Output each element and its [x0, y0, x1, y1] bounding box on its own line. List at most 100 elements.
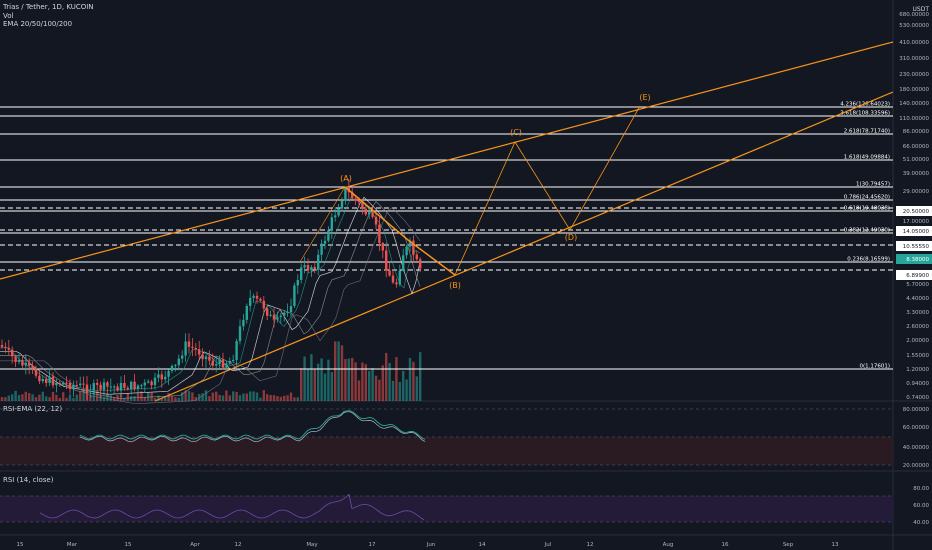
candle-body [198, 349, 201, 355]
volume-bar [198, 393, 201, 401]
volume-bar [92, 390, 95, 401]
fib-label: 4.236(126.64023) [840, 102, 890, 108]
volume-bar [187, 390, 191, 401]
volume-bar [320, 358, 323, 401]
price-tag-label: 6.89900 [906, 273, 929, 279]
volume-bar [41, 391, 44, 401]
candle-body [242, 319, 245, 327]
volume-bar [191, 392, 194, 401]
volume-bar [225, 390, 228, 401]
candle-body [232, 359, 235, 361]
candle-body [38, 375, 41, 382]
candle-body [313, 267, 316, 270]
candle-body [405, 246, 408, 256]
price-tick-label: 29.00000 [903, 189, 930, 195]
volume-bar [381, 365, 384, 401]
volume-bar [0, 397, 4, 401]
volume-bar [327, 359, 330, 401]
volume-bar [340, 345, 344, 401]
candle-body [174, 365, 177, 367]
volume-bar [17, 395, 21, 401]
volume-bar [266, 394, 269, 401]
candle-body [164, 376, 167, 380]
price-tick-label: 0.94000 [906, 381, 929, 387]
volume-bar [174, 397, 177, 401]
candle-body [72, 385, 75, 389]
fibonacci-levels: 4.236(126.64023) 3.618(108.33596) 2.618(78… [0, 102, 893, 370]
rsi-ema-panel-label[interactable]: RSI-EMA (22, 12) [3, 405, 63, 413]
volume-bar [136, 392, 140, 401]
price-tag-label: 20.50000 [903, 209, 930, 215]
volume-bar [113, 397, 116, 401]
time-tick-label: 15 [17, 542, 24, 548]
volume-bar [398, 381, 401, 401]
trend-channel [0, 41, 894, 402]
volume-bar [238, 395, 242, 401]
volume-bar [323, 373, 327, 401]
candle-body [293, 285, 296, 306]
candle-body [181, 355, 184, 359]
fib-label: 3.618(108.33596) [840, 111, 890, 117]
wave-label: (E) [639, 93, 650, 102]
candles [0, 179, 422, 401]
candle-body [194, 348, 197, 350]
volume-bar [147, 392, 150, 401]
candle-body [150, 381, 153, 386]
candle-body [106, 382, 109, 387]
candle-body [89, 390, 92, 393]
candle-body [245, 305, 248, 320]
candle-body [96, 383, 99, 385]
volume-bar [242, 393, 245, 401]
volume-bar [58, 397, 61, 401]
volume-bar [351, 357, 354, 401]
volume-bar [126, 393, 129, 401]
volume-bar [357, 380, 361, 401]
candle-body [109, 386, 112, 388]
symbol-title[interactable]: Trias / Tether, 1D, KUCOIN [3, 3, 94, 11]
wave-a-leg [299, 186, 346, 263]
volume-bar [82, 390, 85, 401]
candle-body [65, 382, 68, 384]
rsi-panel-label[interactable]: RSI (14, close) [3, 476, 54, 484]
rsi-ema-tick: 40.00000 [903, 445, 930, 451]
price-tag [896, 254, 932, 264]
candle-body [58, 383, 61, 385]
candle-body [289, 305, 293, 313]
rsi-band [0, 496, 893, 522]
price-tag [896, 270, 932, 280]
volume-bar [306, 368, 310, 401]
rsi-line [39, 493, 425, 521]
candle-body [143, 382, 146, 386]
volume-bar [160, 397, 163, 401]
candle-body [177, 358, 180, 366]
volume-legend[interactable]: Vol [3, 11, 14, 20]
price-tick-label: 66.00000 [903, 144, 930, 150]
volume-bar [395, 357, 398, 401]
volume-bar [31, 394, 34, 401]
volume-bars [0, 341, 422, 401]
candle-body [92, 383, 95, 391]
candle-body [354, 198, 357, 201]
candle-body [140, 385, 143, 387]
volume-bar [201, 393, 204, 401]
rsi-ema-tick: 80.00000 [903, 407, 930, 413]
volume-bar [286, 395, 289, 401]
volume-bar [75, 394, 78, 401]
candle-body [85, 384, 89, 393]
price-tag-label: 8.38000 [906, 257, 929, 263]
time-tick-label: Jul [544, 542, 552, 548]
volume-bar [276, 396, 279, 401]
volume-bar [79, 391, 82, 401]
price-tick-label: 51.00000 [903, 157, 930, 163]
time-tick-label: May [306, 542, 318, 548]
rsi-panel: 80.00 60.00 40.00 [0, 486, 929, 526]
candle-body [113, 386, 116, 388]
volume-bar [181, 392, 184, 401]
time-tick-label: 12 [587, 542, 594, 548]
price-tick-label: 310.00000 [899, 56, 929, 62]
time-tick-label: 12 [235, 542, 242, 548]
volume-bar [143, 396, 146, 401]
volume-bar [249, 391, 252, 401]
ema-legend[interactable]: EMA 20/50/100/200 [3, 20, 73, 28]
